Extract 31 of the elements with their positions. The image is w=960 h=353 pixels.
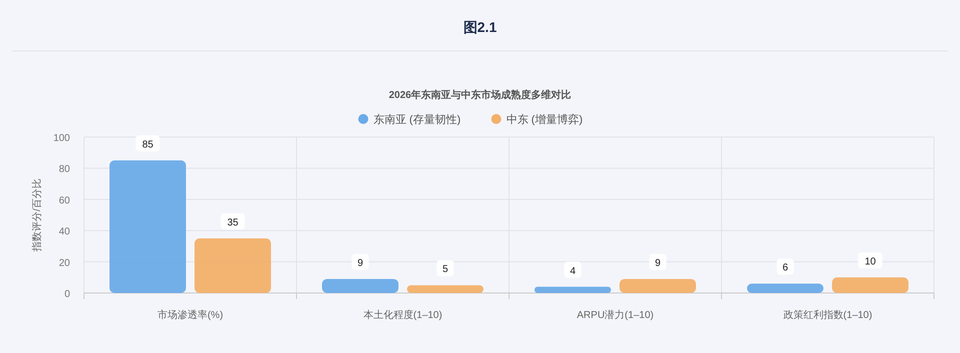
data-label: 35: [227, 217, 239, 228]
data-label: 5: [442, 264, 448, 276]
x-tick-label: ARPU潜力(1–10): [576, 309, 654, 321]
data-label: 9: [654, 258, 661, 269]
bar: [407, 285, 484, 293]
data-label: 9: [357, 258, 364, 269]
bar: [832, 277, 908, 293]
y-tick-label: 60: [58, 195, 70, 206]
x-tick-label: 市场渗透率(%): [157, 309, 224, 321]
y-axis-title: 指数评分/百分比: [31, 178, 43, 252]
bar: [534, 286, 611, 293]
bar: [747, 284, 824, 293]
legend-label: 中东 (增量博弈): [506, 113, 583, 126]
bar: [322, 278, 398, 293]
x-tick-label: 政策红利指数(1–10): [783, 309, 872, 321]
bar: [620, 278, 696, 293]
caption: 图2.1: [463, 19, 497, 35]
chart-title: 2026年东南亚与中东市场成熟度多维对比: [388, 89, 572, 101]
y-tick-label: 100: [53, 133, 70, 144]
x-tick-label: 本土化程度(1–10): [363, 309, 442, 321]
y-tick-label: 0: [64, 289, 70, 300]
data-label: 6: [782, 262, 788, 274]
bar: [110, 160, 186, 293]
legend-label: 东南亚 (存量韧性): [373, 113, 461, 126]
y-tick-label: 80: [58, 164, 70, 176]
y-tick-label: 20: [58, 258, 70, 269]
data-label: 4: [570, 266, 576, 277]
y-tick-label: 40: [58, 226, 70, 238]
data-label: 10: [864, 256, 876, 268]
data-label: 85: [142, 139, 154, 150]
bar: [194, 238, 271, 293]
